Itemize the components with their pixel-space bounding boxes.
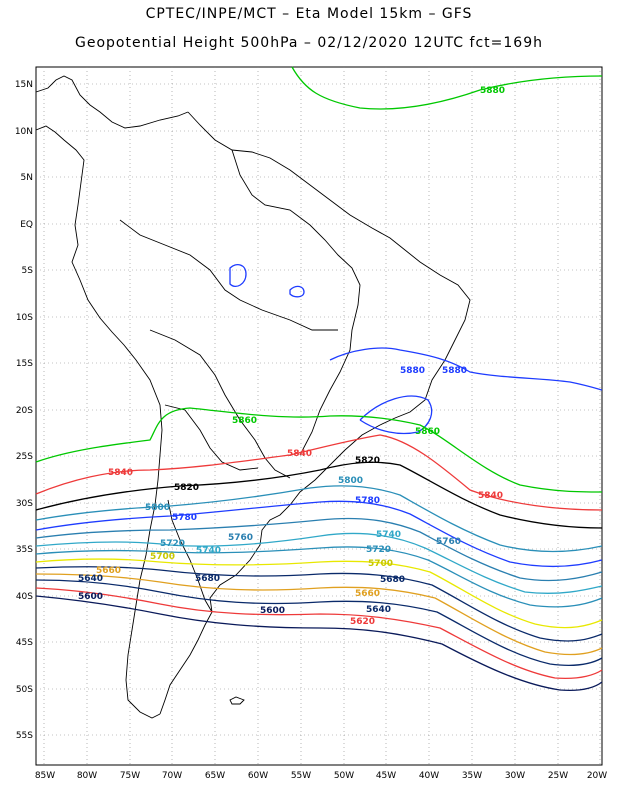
contour-5600 — [35, 595, 603, 692]
lat-label: 25S — [16, 452, 33, 462]
contour-label: 5640 — [366, 605, 391, 615]
contour-label: 5840 — [108, 468, 133, 478]
contour-label: 5720 — [160, 539, 185, 549]
contour-lines — [35, 66, 603, 692]
contour-label: 5840 — [287, 449, 312, 459]
lon-label: 75W — [120, 771, 140, 781]
contour-label: 5820 — [174, 483, 199, 493]
contour-5880-north — [291, 66, 603, 110]
contour-label: 5620 — [350, 617, 375, 627]
contour-label: 5780 — [355, 496, 380, 506]
contour-label: 5760 — [436, 537, 461, 547]
lat-label: 35S — [16, 545, 33, 555]
longitude-labels: 85W 80W 75W 70W 65W 60W 55W 50W 45W 40W … — [35, 771, 607, 781]
lat-label: 5S — [22, 266, 34, 276]
contour-5880-blob-1 — [229, 263, 247, 288]
lon-label: 50W — [334, 771, 354, 781]
contour-label: 5820 — [355, 456, 380, 466]
lon-label: 40W — [419, 771, 439, 781]
map-frame — [35, 66, 603, 766]
contour-label: 5680 — [195, 574, 220, 584]
lon-label: 35W — [462, 771, 482, 781]
contour-label: 5720 — [366, 545, 391, 555]
contour-5660 — [35, 573, 603, 656]
contour-label: 5760 — [228, 533, 253, 543]
contour-5840 — [35, 434, 603, 511]
lat-label: 45S — [16, 638, 33, 648]
contour-5820 — [35, 461, 603, 529]
contour-label: 5880 — [442, 366, 467, 376]
contour-label: 5860 — [232, 416, 257, 426]
lat-label: 30S — [16, 499, 33, 509]
contour-5860 — [35, 407, 603, 493]
contour-5620 — [35, 587, 603, 680]
lat-label: 5N — [21, 173, 33, 183]
contour-5880-east — [329, 347, 603, 391]
lat-label: 15N — [15, 80, 33, 90]
contour-label: 5700 — [150, 552, 175, 562]
contour-label: 5800 — [338, 476, 363, 486]
lat-label: 20S — [16, 406, 33, 416]
contour-5680 — [35, 566, 603, 642]
contour-label: 5640 — [78, 574, 103, 584]
contour-label: 5740 — [376, 530, 401, 540]
contour-label: 5780 — [172, 513, 197, 523]
contour-label: 5740 — [196, 546, 221, 556]
contour-label: 5800 — [145, 503, 170, 513]
contour-5740 — [35, 532, 603, 594]
latitude-labels: 15N 10N 5N EQ 5S 10S 15S 20S 25S 30S 35S… — [15, 80, 33, 741]
lat-label: 10N — [15, 127, 33, 137]
contour-labels: 5880 5880 5880 5860 5860 5840 5840 5840 … — [78, 86, 505, 627]
lat-label: 55S — [16, 731, 33, 741]
contour-5800 — [35, 485, 603, 553]
lon-label: 25W — [548, 771, 568, 781]
lat-label: 50S — [16, 685, 33, 695]
contour-label: 5600 — [260, 606, 285, 616]
lat-label: EQ — [20, 220, 33, 230]
contour-label: 5860 — [415, 427, 440, 437]
contour-label: 5700 — [368, 559, 393, 569]
lon-label: 30W — [505, 771, 525, 781]
map-title: CPTEC/INPE/MCT – Eta Model 15km – GFS — [145, 6, 473, 22]
graticule — [36, 67, 602, 765]
lon-label: 85W — [35, 771, 55, 781]
contour-label: 5680 — [380, 575, 405, 585]
contour-5880-blob-2 — [289, 285, 305, 298]
coastlines — [35, 75, 471, 719]
lon-label: 80W — [77, 771, 97, 781]
lon-label: 65W — [205, 771, 225, 781]
lon-label: 20W — [587, 771, 607, 781]
lon-label: 70W — [162, 771, 182, 781]
contour-label: 5660 — [355, 589, 380, 599]
contour-5700 — [35, 558, 603, 629]
map-subtitle: Geopotential Height 500hPa – 02/12/2020 … — [75, 35, 543, 51]
lon-label: 60W — [248, 771, 268, 781]
lon-label: 55W — [291, 771, 311, 781]
lon-label: 45W — [376, 771, 396, 781]
contour-label: 5840 — [478, 491, 503, 501]
contour-5760 — [35, 517, 603, 582]
contour-5640 — [35, 579, 603, 666]
lat-label: 40S — [16, 592, 33, 602]
contour-label: 5600 — [78, 592, 103, 602]
lat-label: 10S — [16, 313, 33, 323]
contour-label: 5880 — [400, 366, 425, 376]
lat-label: 15S — [16, 359, 33, 369]
contour-label: 5660 — [96, 566, 121, 576]
contour-5720 — [35, 546, 603, 608]
contour-5780 — [35, 500, 603, 568]
contour-label: 5880 — [480, 86, 505, 96]
contour-5880-ring — [359, 395, 433, 435]
